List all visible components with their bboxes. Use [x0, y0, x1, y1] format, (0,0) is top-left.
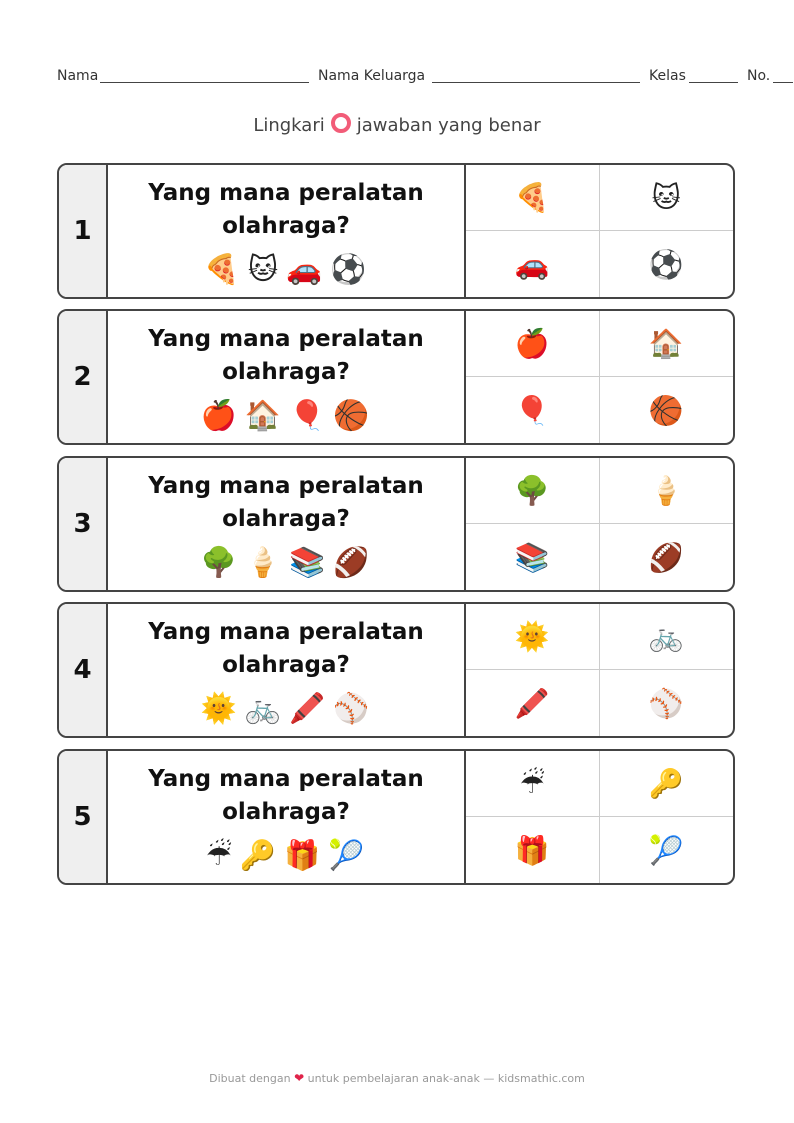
question-number: 4: [59, 604, 108, 736]
answer-option[interactable]: 🏠: [599, 311, 733, 377]
answer-options: 🌳 🍦 📚 🏈: [466, 458, 733, 590]
question-text: Yang mana peralatan olahraga?: [108, 763, 464, 829]
answer-option[interactable]: 📚: [466, 524, 600, 590]
question-card: 3 Yang mana peralatan olahraga? 🌳 🍦 📚 🏈 🌳 🍦 📚 🏈: [57, 456, 735, 592]
question-number: 2: [59, 311, 108, 443]
instruction-before: Lingkari: [253, 115, 325, 136]
answer-option[interactable]: ☔: [466, 751, 600, 817]
question-text-line1: Yang mana peralatan: [148, 766, 424, 792]
question-panel: Yang mana peralatan olahraga? 🍕 🐱 🚗 ⚽: [108, 165, 466, 297]
question-text-line2: olahraga?: [222, 652, 350, 678]
number-field[interactable]: [773, 82, 793, 83]
answer-option[interactable]: ⚽: [648, 247, 684, 281]
answer-option[interactable]: 🐱: [599, 165, 733, 231]
answer-option[interactable]: 🏀: [648, 393, 684, 427]
answer-option[interactable]: 🌞: [466, 604, 600, 670]
answer-option[interactable]: 🍦: [599, 458, 733, 524]
question-number: 5: [59, 751, 108, 883]
question-text-line2: olahraga?: [222, 213, 350, 239]
footer-after: untuk pembelajaran anak-anak — kidsmathi…: [307, 1072, 585, 1085]
question-icon: 🏀: [333, 398, 372, 432]
question-text-line1: Yang mana peralatan: [148, 180, 424, 206]
answer-options: ☔ 🔑 🎁 🎾: [466, 751, 733, 883]
answer-option[interactable]: 🔑: [599, 751, 733, 817]
question-text-line2: olahraga?: [222, 359, 350, 385]
question-card: 2 Yang mana peralatan olahraga? 🍎 🏠 🎈 🏀 🍎 🏠 🎈 🏀: [57, 309, 735, 445]
question-icon: 🍕: [203, 252, 242, 286]
footer: Dibuat dengan ❤ untuk pembelajaran anak-…: [0, 1071, 794, 1085]
question-icon: ⚽: [330, 252, 369, 286]
family-name-label: Nama Keluarga: [318, 68, 426, 84]
answer-option[interactable]: 🖍️: [466, 670, 600, 736]
question-icons: 🌳 🍦 📚 🏈: [108, 544, 464, 580]
question-number: 3: [59, 458, 108, 590]
question-text-line2: olahraga?: [222, 799, 350, 825]
answer-options: 🍕 🐱 🚗 ⚽: [466, 165, 733, 297]
question-card: 5 Yang mana peralatan olahraga? ☔ 🔑 🎁 🎾 ☔ 🔑 🎁 🎾: [57, 749, 735, 885]
question-text-line1: Yang mana peralatan: [148, 619, 424, 645]
class-field[interactable]: [689, 82, 738, 83]
question-number: 1: [59, 165, 108, 297]
question-panel: Yang mana peralatan olahraga? 🌞 🚲 🖍️ ⚾: [108, 604, 466, 736]
question-icon: 🚗: [286, 252, 325, 286]
name-field[interactable]: [100, 82, 309, 83]
answer-option[interactable]: 🎈: [466, 377, 600, 443]
answer-option[interactable]: 🎾: [648, 833, 684, 867]
question-icon: 🍦: [244, 545, 283, 579]
question-card: 4 Yang mana peralatan olahraga? 🌞 🚲 🖍️ ⚾ 🌞 🚲 🖍️ ⚾: [57, 602, 735, 738]
answer-option[interactable]: 🚗: [466, 231, 600, 297]
question-icon: 🔑: [239, 838, 278, 872]
question-icons: ☔ 🔑 🎁 🎾: [108, 837, 464, 873]
answer-option[interactable]: 🚲: [599, 604, 733, 670]
instruction-after: jawaban yang benar: [356, 115, 541, 136]
name-label: Nama: [57, 68, 99, 84]
question-icons: 🍕 🐱 🚗 ⚽: [108, 251, 464, 287]
question-panel: Yang mana peralatan olahraga? ☔ 🔑 🎁 🎾: [108, 751, 466, 883]
question-icon: ☔: [205, 838, 234, 872]
question-icon: 🏠: [244, 398, 283, 432]
question-icon: 🎁: [283, 838, 323, 872]
answer-option[interactable]: 🍕: [466, 165, 600, 231]
question-panel: Yang mana peralatan olahraga? 🌳 🍦 📚 🏈: [108, 458, 466, 590]
answer-option[interactable]: 🎁: [466, 817, 600, 883]
footer-before: Dibuat dengan: [209, 1072, 291, 1085]
question-text: Yang mana peralatan olahraga?: [108, 616, 464, 682]
question-icon: 🚲: [244, 691, 283, 725]
question-panel: Yang mana peralatan olahraga? 🍎 🏠 🎈 🏀: [108, 311, 466, 443]
question-text: Yang mana peralatan olahraga?: [108, 177, 464, 243]
circle-icon: [330, 113, 351, 133]
question-icon: 🖍️: [289, 691, 328, 725]
question-icon: 🌳: [200, 545, 239, 579]
number-label: No.: [747, 68, 771, 84]
instruction: Lingkari jawaban yang benar: [0, 113, 794, 136]
answer-options: 🌞 🚲 🖍️ ⚾: [466, 604, 733, 736]
family-name-field[interactable]: [432, 82, 640, 83]
question-text: Yang mana peralatan olahraga?: [108, 323, 464, 389]
class-label: Kelas: [649, 68, 686, 84]
question-icons: 🍎 🏠 🎈 🏀: [108, 397, 464, 433]
question-icon: 🌞: [200, 691, 239, 725]
answer-option[interactable]: ⚾: [648, 686, 684, 720]
question-icon: 📚: [289, 545, 328, 579]
heart-icon: ❤: [294, 1071, 305, 1085]
answer-option[interactable]: 🍎: [466, 311, 600, 377]
question-icon: 🎾: [328, 838, 367, 872]
answer-option[interactable]: 🌳: [466, 458, 600, 524]
question-text-line2: olahraga?: [222, 506, 350, 532]
question-text: Yang mana peralatan olahraga?: [108, 470, 464, 536]
question-icon: 🍎: [200, 398, 239, 432]
student-info-header: Nama Nama Keluarga Kelas No.: [57, 68, 794, 88]
question-card: 1 Yang mana peralatan olahraga? 🍕 🐱 🚗 ⚽ 🍕 🐱 🚗 ⚽: [57, 163, 735, 299]
answer-option[interactable]: 🏈: [648, 540, 684, 574]
question-icon: ⚾: [333, 691, 372, 725]
question-icon: 🏈: [333, 545, 372, 579]
question-icons: 🌞 🚲 🖍️ ⚾: [108, 690, 464, 726]
question-icon: 🎈: [289, 398, 328, 432]
question-text-line1: Yang mana peralatan: [148, 473, 424, 499]
question-icon: 🐱: [247, 252, 281, 286]
question-text-line1: Yang mana peralatan: [148, 326, 424, 352]
answer-options: 🍎 🏠 🎈 🏀: [466, 311, 733, 443]
